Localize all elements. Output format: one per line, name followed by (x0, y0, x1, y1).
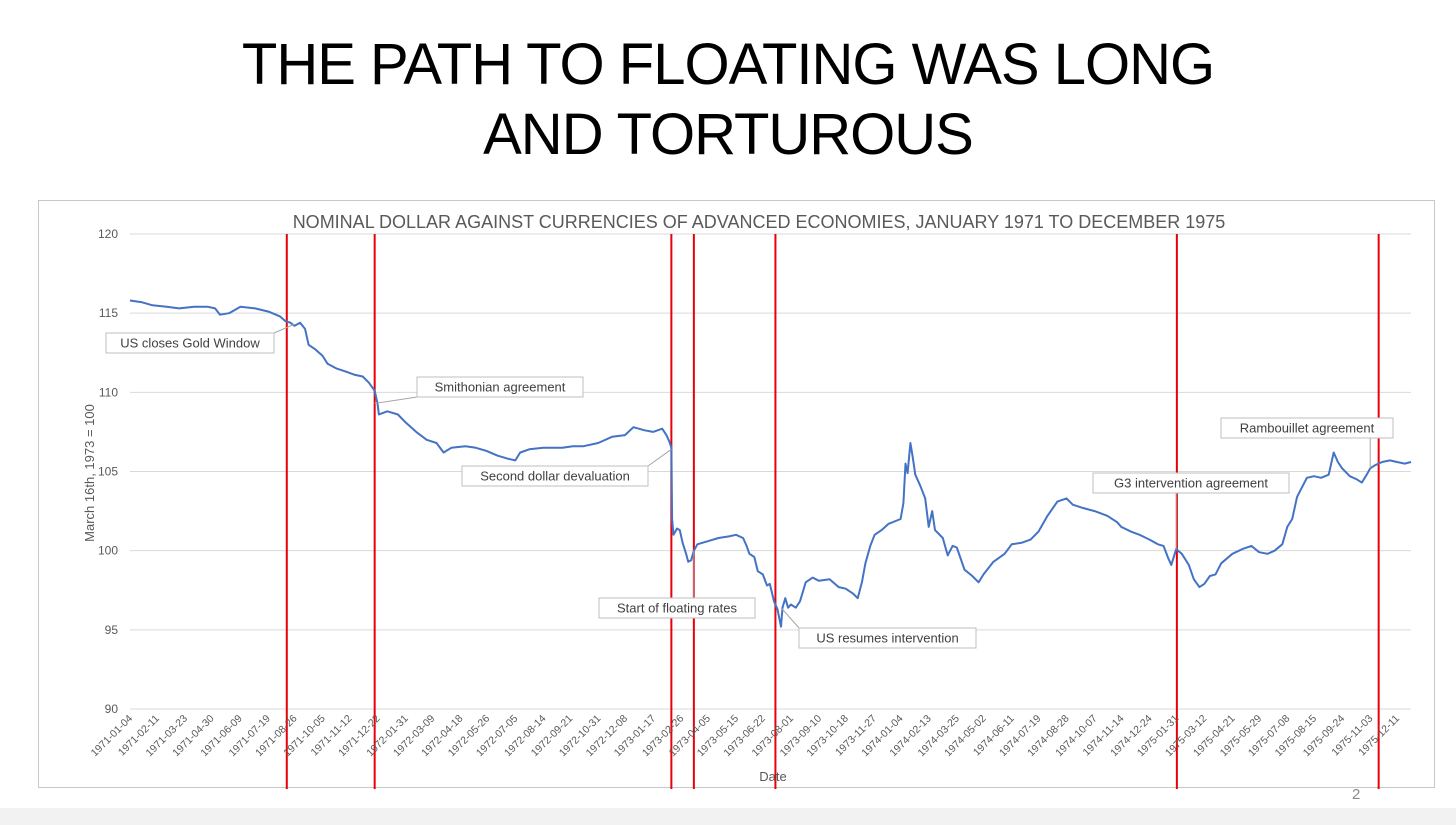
annotation-box (798, 627, 977, 649)
page-number: 2 (1352, 786, 1361, 803)
slide-title-line-2: AND TORTUROUS (483, 102, 974, 167)
y-tick-label: 120 (98, 227, 118, 241)
y-tick-label: 95 (105, 623, 119, 637)
annotation-label: Start of floating rates (617, 601, 737, 616)
annotation-label: US resumes intervention (816, 631, 958, 646)
y-tick-label: 90 (105, 702, 119, 716)
y-tick-label: 110 (99, 385, 118, 399)
annotation-leader (273, 323, 295, 334)
x-axis-ticks: 1971-01-041971-02-111971-03-231971-04-30… (89, 713, 1403, 760)
slide-title-line-1: THE PATH TO FLOATING WAS LONG (241, 32, 1215, 97)
y-axis-label: March 16th, 1973 = 100 (82, 404, 97, 542)
slide-title: THE PATH TO FLOATING WAS LONG AND TORTUR… (0, 30, 1456, 170)
bottom-strip (0, 808, 1456, 825)
chart: NOMINAL DOLLAR AGAINST CURRENCIES OF ADV… (82, 212, 1412, 789)
annotation-label: Rambouillet agreement (1240, 421, 1375, 436)
annotation-box (1220, 417, 1394, 439)
annotation-box (598, 597, 756, 619)
annotation-label: US closes Gold Window (120, 336, 260, 351)
y-axis-ticks: 90 95 100 105 110 115 120 (98, 227, 118, 716)
x-axis-label: Date (759, 769, 786, 784)
series-line (129, 299, 1412, 628)
annotation-label: G3 intervention agreement (1114, 476, 1268, 491)
annotation-box (1092, 472, 1290, 494)
annotation-label: Smithonian agreement (435, 380, 566, 395)
annotation-box (416, 376, 584, 398)
event-lines (285, 234, 1380, 789)
chart-title: NOMINAL DOLLAR AGAINST CURRENCIES OF ADV… (293, 212, 1226, 232)
annotation-leader (647, 448, 672, 467)
annotation-leader (780, 607, 800, 629)
chart-frame: NOMINAL DOLLAR AGAINST CURRENCIES OF ADV… (38, 200, 1435, 789)
grid (130, 233, 1411, 710)
annotation-leader (374, 396, 418, 404)
series (129, 299, 1412, 628)
y-tick-label: 100 (98, 544, 118, 558)
annotation-box (105, 332, 275, 354)
annotation-box (461, 465, 649, 487)
annotations: US closes Gold Window Smithonian agreemen… (105, 323, 1394, 649)
annotation-label: Second dollar devaluation (480, 469, 630, 484)
y-tick-label: 115 (99, 306, 118, 320)
y-tick-label: 105 (98, 465, 118, 479)
